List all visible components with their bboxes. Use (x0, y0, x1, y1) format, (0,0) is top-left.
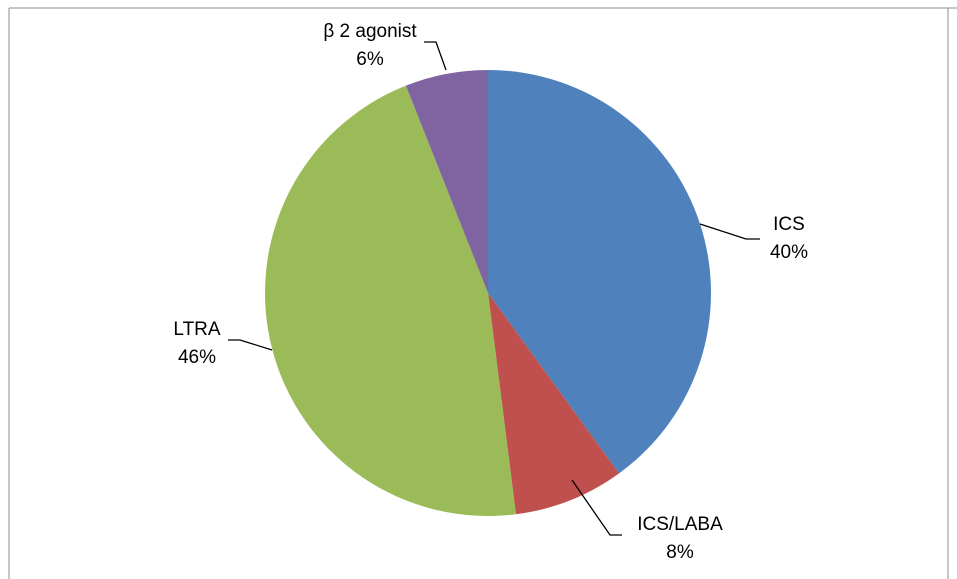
pie-slice-2-agonist (405, 70, 488, 293)
pie-slice-ics (488, 70, 711, 474)
pie-slice-ltra (264, 85, 516, 516)
chart-border (8, 7, 957, 579)
slice-percent-label: 6% (356, 49, 384, 70)
slice-category-label: ICS (773, 214, 805, 235)
slice-category-label: ICS/LABA (637, 514, 723, 535)
slice-category-label: LTRA (173, 319, 220, 340)
leader-line (228, 339, 273, 351)
slice-percent-label: 8% (666, 542, 694, 563)
slice-category-label: β 2 agonist (323, 21, 417, 42)
slice-percent-label: 46% (178, 347, 216, 368)
leader-line (571, 479, 622, 536)
slice-percent-label: 40% (770, 242, 808, 263)
pie-slice-ics-laba (488, 293, 620, 515)
leader-line (424, 41, 447, 71)
leader-line (699, 223, 760, 240)
